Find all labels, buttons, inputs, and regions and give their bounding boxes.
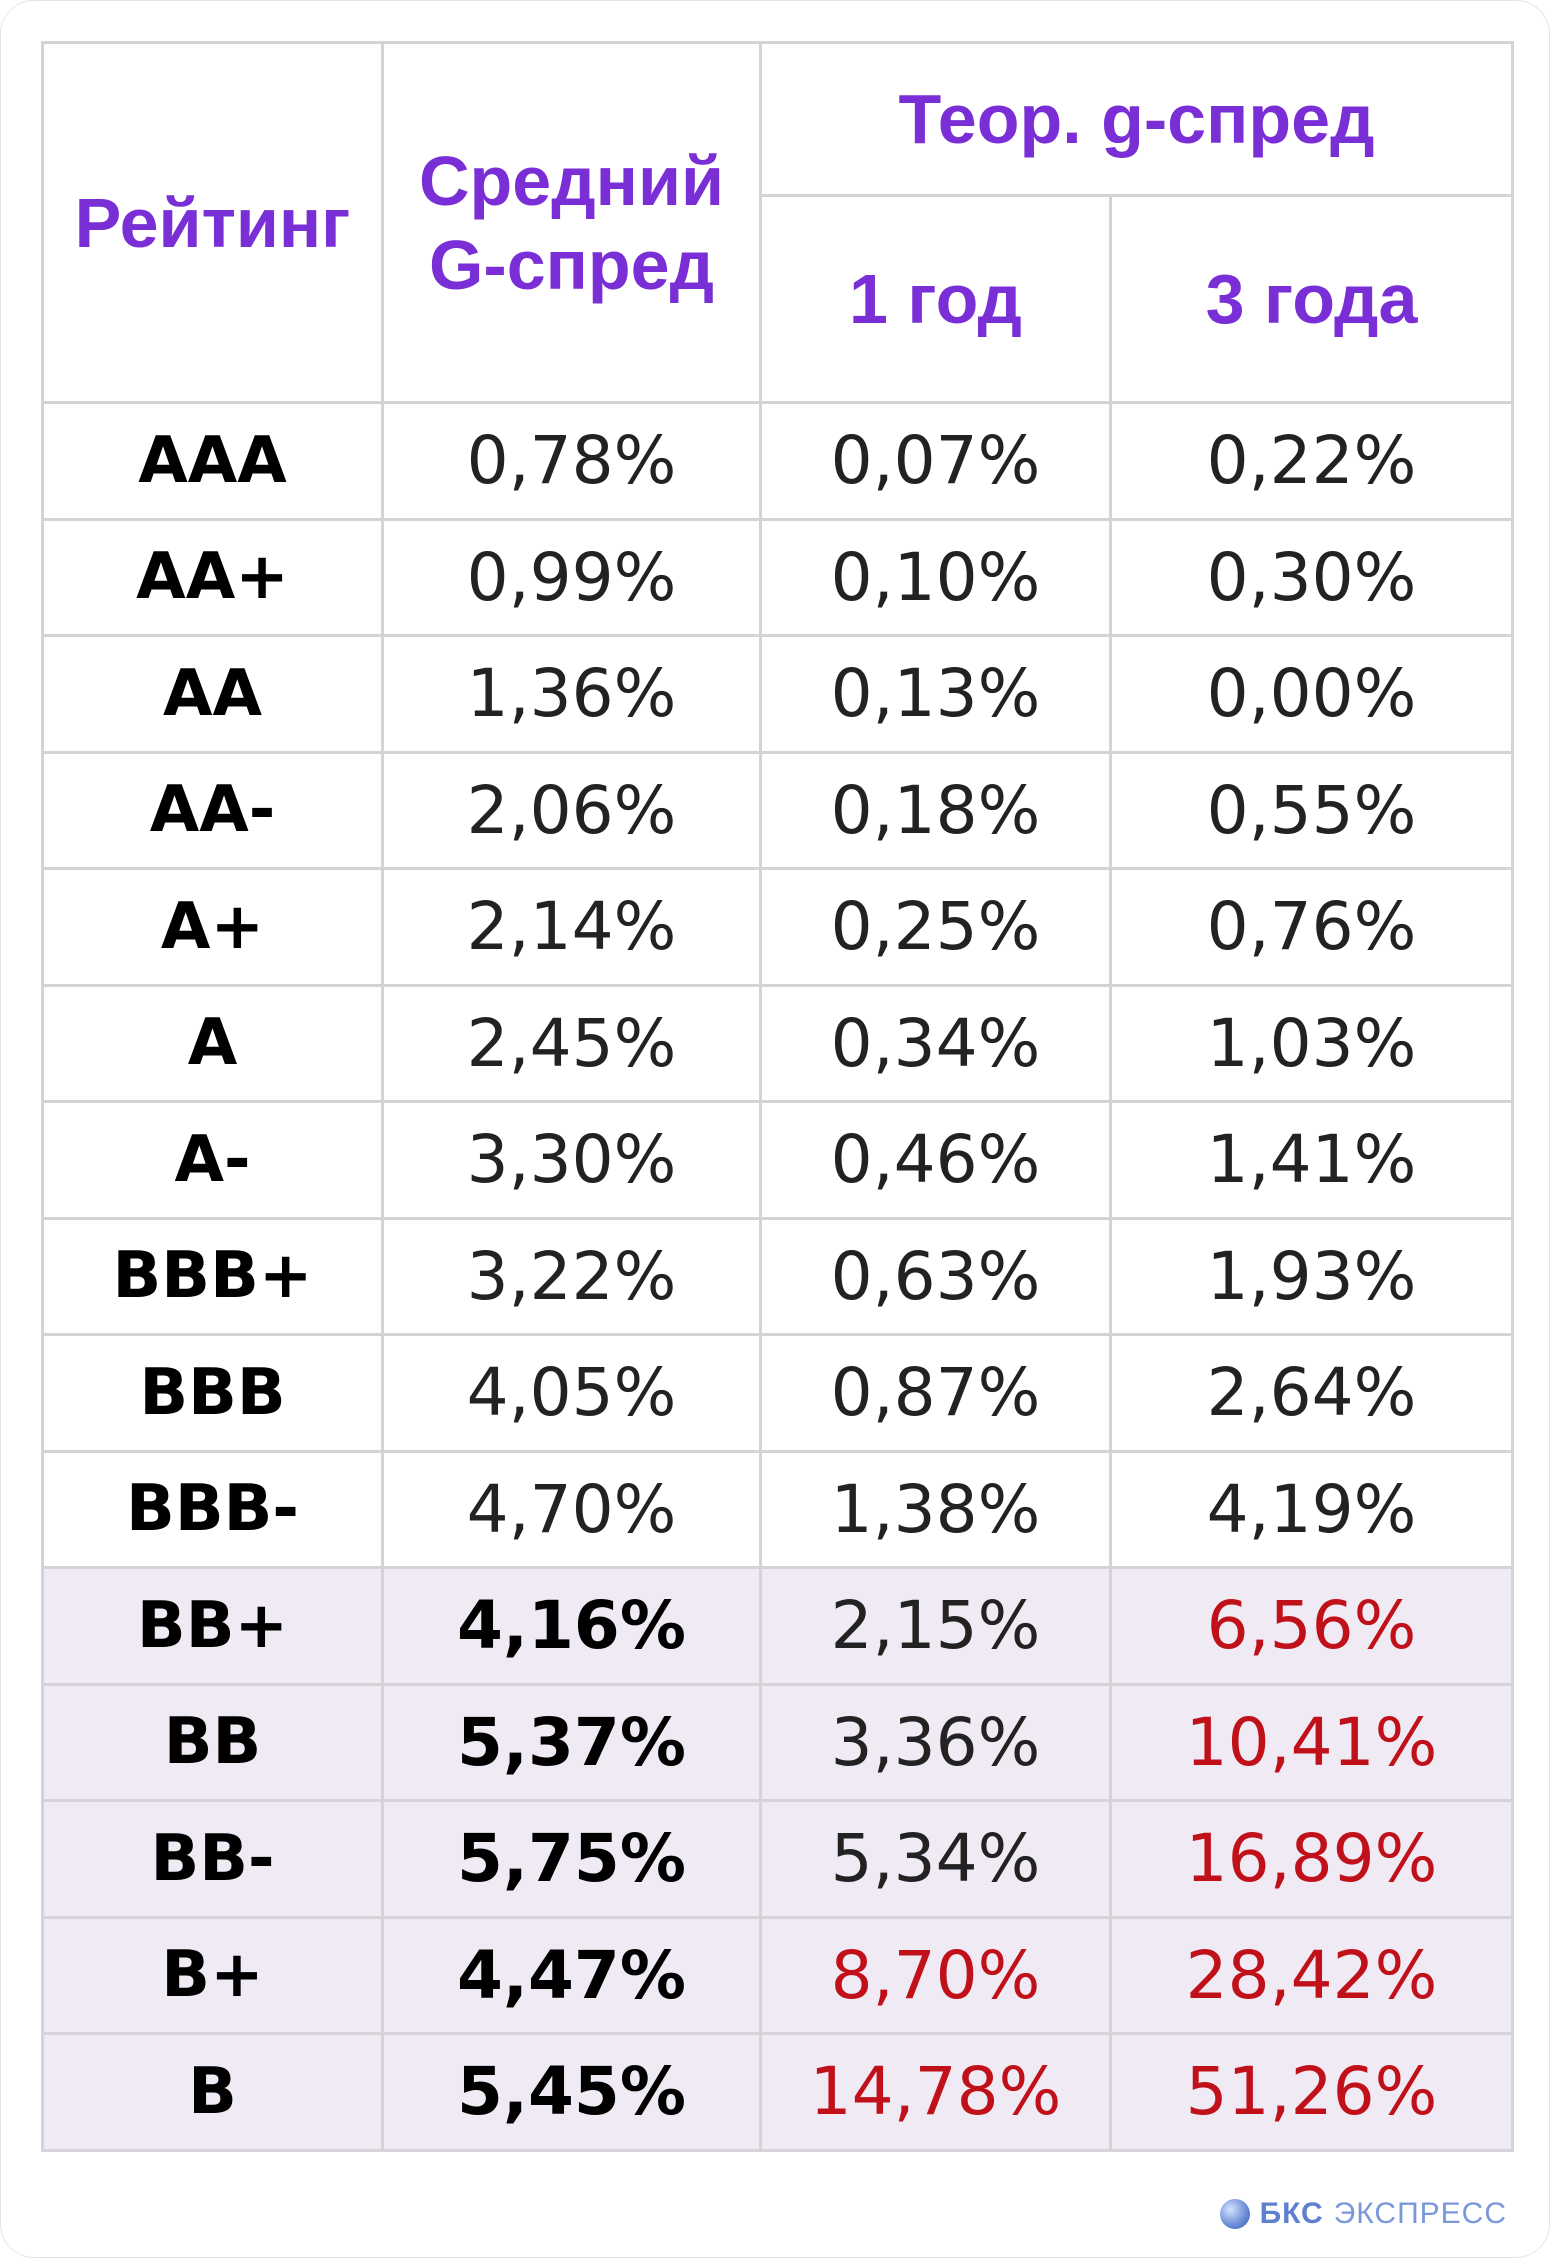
- one-year-cell: 0,07%: [759, 401, 1112, 521]
- table-row: BBB- 4,70% 1,38% 4,19%: [41, 1449, 1514, 1569]
- three-year-cell: 51,26%: [1109, 2032, 1514, 2152]
- rating-cell: A: [41, 983, 384, 1103]
- rating-cell: A-: [41, 1100, 384, 1220]
- header-avg-spread: Средний G-спред: [381, 41, 762, 404]
- three-year-cell: 1,93%: [1109, 1216, 1514, 1336]
- table-row: BB- 5,75% 5,34% 16,89%: [41, 1799, 1514, 1919]
- table-row: AA- 2,06% 0,18% 0,55%: [41, 750, 1514, 870]
- one-year-cell: 8,70%: [759, 1915, 1112, 2035]
- header-three-years: 3 года: [1109, 194, 1514, 404]
- avg-spread-cell: 0,78%: [381, 401, 762, 521]
- rating-cell: BB: [41, 1682, 384, 1802]
- rating-cell: BB+: [41, 1566, 384, 1686]
- three-year-cell: 0,55%: [1109, 750, 1514, 870]
- avg-spread-cell: 3,30%: [381, 1100, 762, 1220]
- bks-express-logo: БКС ЭКСПРЕСС: [1219, 2197, 1507, 2231]
- header-theor-spread: Теор. g-спред: [759, 41, 1514, 197]
- table-row: AA+ 0,99% 0,10% 0,30%: [41, 517, 1514, 637]
- one-year-cell: 3,36%: [759, 1682, 1112, 1802]
- three-year-cell: 0,30%: [1109, 517, 1514, 637]
- avg-spread-cell: 5,45%: [381, 2032, 762, 2152]
- three-year-cell: 0,76%: [1109, 867, 1514, 987]
- avg-spread-cell: 2,45%: [381, 983, 762, 1103]
- avg-spread-cell: 4,70%: [381, 1449, 762, 1569]
- table-row: BBB 4,05% 0,87% 2,64%: [41, 1333, 1514, 1453]
- header-avg-spread-line2: G-спред: [428, 225, 715, 304]
- rating-cell: AA+: [41, 517, 384, 637]
- three-year-cell: 28,42%: [1109, 1915, 1514, 2035]
- rating-cell: BBB-: [41, 1449, 384, 1569]
- table-row: A- 3,30% 0,46% 1,41%: [41, 1100, 1514, 1220]
- avg-spread-cell: 5,75%: [381, 1799, 762, 1919]
- three-year-cell: 1,03%: [1109, 983, 1514, 1103]
- rating-cell: AA-: [41, 750, 384, 870]
- avg-spread-cell: 0,99%: [381, 517, 762, 637]
- table-row: AAA 0,78% 0,07% 0,22%: [41, 401, 1514, 521]
- rating-cell: BBB+: [41, 1216, 384, 1336]
- spread-table: Рейтинг Средний G-спред Теор. g-спред 1 …: [41, 41, 1514, 2152]
- table-row: A 2,45% 0,34% 1,03%: [41, 983, 1514, 1103]
- header-avg-spread-line1: Средний: [418, 141, 725, 220]
- table-row: BB+ 4,16% 2,15% 6,56%: [41, 1566, 1514, 1686]
- logo-name: ЭКСПРЕСС: [1333, 2197, 1507, 2230]
- table-row: BB 5,37% 3,36% 10,41%: [41, 1682, 1514, 1802]
- avg-spread-cell: 2,14%: [381, 867, 762, 987]
- three-year-cell: 0,22%: [1109, 401, 1514, 521]
- one-year-cell: 0,34%: [759, 983, 1112, 1103]
- rating-cell: B: [41, 2032, 384, 2152]
- rating-cell: A+: [41, 867, 384, 987]
- one-year-cell: 5,34%: [759, 1799, 1112, 1919]
- one-year-cell: 0,13%: [759, 634, 1112, 754]
- three-year-cell: 2,64%: [1109, 1333, 1514, 1453]
- table-row: BBB+ 3,22% 0,63% 1,93%: [41, 1216, 1514, 1336]
- one-year-cell: 1,38%: [759, 1449, 1112, 1569]
- one-year-cell: 0,87%: [759, 1333, 1112, 1453]
- one-year-cell: 14,78%: [759, 2032, 1112, 2152]
- header-one-year: 1 год: [759, 194, 1112, 404]
- avg-spread-cell: 1,36%: [381, 634, 762, 754]
- table-row: B 5,45% 14,78% 51,26%: [41, 2032, 1514, 2152]
- avg-spread-cell: 3,22%: [381, 1216, 762, 1336]
- header-rating: Рейтинг: [41, 41, 384, 404]
- table-row: B+ 4,47% 8,70% 28,42%: [41, 1915, 1514, 2035]
- rating-cell: B+: [41, 1915, 384, 2035]
- bks-globe-icon: [1219, 2199, 1250, 2229]
- rating-cell: BB-: [41, 1799, 384, 1919]
- three-year-cell: 4,19%: [1109, 1449, 1514, 1569]
- avg-spread-cell: 4,05%: [381, 1333, 762, 1453]
- table-row: A+ 2,14% 0,25% 0,76%: [41, 867, 1514, 987]
- three-year-cell: 6,56%: [1109, 1566, 1514, 1686]
- logo-brand: БКС: [1259, 2197, 1324, 2230]
- one-year-cell: 2,15%: [759, 1566, 1112, 1686]
- one-year-cell: 0,10%: [759, 517, 1112, 637]
- three-year-cell: 10,41%: [1109, 1682, 1514, 1802]
- rating-cell: BBB: [41, 1333, 384, 1453]
- table-row: AA 1,36% 0,13% 0,00%: [41, 634, 1514, 754]
- one-year-cell: 0,63%: [759, 1216, 1112, 1336]
- avg-spread-cell: 4,47%: [381, 1915, 762, 2035]
- one-year-cell: 0,25%: [759, 867, 1112, 987]
- avg-spread-cell: 5,37%: [381, 1682, 762, 1802]
- one-year-cell: 0,18%: [759, 750, 1112, 870]
- rating-cell: AA: [41, 634, 384, 754]
- avg-spread-cell: 4,16%: [381, 1566, 762, 1686]
- three-year-cell: 0,00%: [1109, 634, 1514, 754]
- three-year-cell: 1,41%: [1109, 1100, 1514, 1220]
- rating-cell: AAA: [41, 401, 384, 521]
- three-year-cell: 16,89%: [1109, 1799, 1514, 1919]
- table-body: AAA 0,78% 0,07% 0,22% AA+ 0,99% 0,10% 0,30% AA 1,…: [41, 401, 1514, 2152]
- one-year-cell: 0,46%: [759, 1100, 1112, 1220]
- avg-spread-cell: 2,06%: [381, 750, 762, 870]
